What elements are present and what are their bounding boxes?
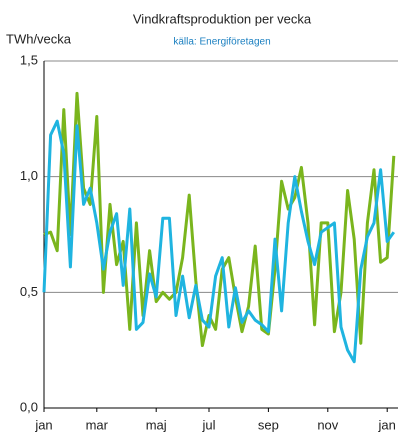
y-tick-label: 0,5 bbox=[20, 284, 38, 299]
x-tick-label: jan bbox=[378, 417, 396, 432]
x-tick-label: sep bbox=[258, 417, 279, 432]
y-axis-label: TWh/vecka bbox=[6, 31, 72, 46]
x-tick-label: maj bbox=[146, 417, 167, 432]
x-tick-label: mar bbox=[86, 417, 109, 432]
series-line bbox=[42, 119, 396, 364]
y-tick-label: 1,5 bbox=[20, 52, 38, 67]
chart-subtitle: källa: Energiföretagen bbox=[173, 37, 270, 48]
chart-title: Vindkraftsproduktion per vecka bbox=[133, 11, 312, 26]
x-tick-label: jul bbox=[201, 417, 215, 432]
y-tick-label: 1,0 bbox=[20, 168, 38, 183]
x-tick-label: nov bbox=[317, 417, 338, 432]
x-tick-label: jan bbox=[34, 417, 52, 432]
y-tick-label: 0,0 bbox=[20, 399, 38, 414]
